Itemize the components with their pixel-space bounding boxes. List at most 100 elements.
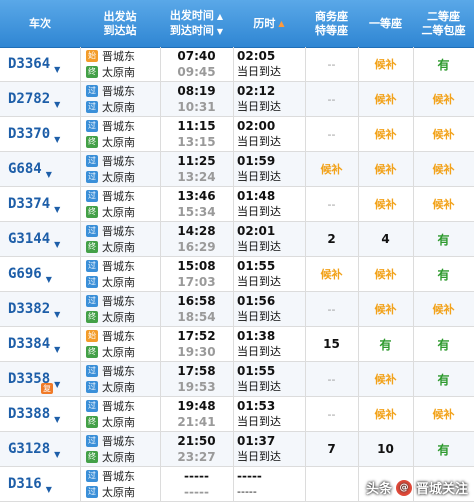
business-seat-status[interactable]: --	[327, 92, 336, 106]
second-class-status[interactable]: 有	[437, 232, 450, 247]
second-class-cell[interactable]: 候补	[413, 397, 474, 431]
train-code-cell[interactable]: D3370 ▼	[0, 117, 80, 151]
business-seat-status[interactable]: 候补	[320, 163, 343, 176]
business-seat-cell[interactable]: --	[305, 292, 358, 326]
table-row[interactable]: D2782 ▼ 过晋城东 过太原南 08:19 10:31 02:12 当日到达…	[0, 82, 474, 117]
first-class-cell[interactable]: 有	[358, 327, 413, 361]
chevron-down-icon[interactable]: ▼	[45, 169, 52, 179]
header-train[interactable]: 车次	[29, 16, 51, 30]
second-class-status[interactable]: 候补	[432, 93, 455, 106]
business-seat-status[interactable]: 7	[327, 442, 336, 456]
first-class-status[interactable]: 有	[379, 337, 392, 352]
second-class-cell[interactable]: 有	[413, 257, 474, 291]
table-row[interactable]: D3388 ▼ 过晋城东 终太原南 19:48 21:41 01:53 当日到达…	[0, 397, 474, 432]
table-row[interactable]: D3374 ▼ 过晋城东 终太原南 13:46 15:34 01:48 当日到达…	[0, 187, 474, 222]
second-class-status[interactable]: 候补	[432, 303, 455, 316]
first-class-status[interactable]: 候补	[374, 408, 397, 421]
second-class-status[interactable]: 候补	[432, 198, 455, 211]
business-seat-cell[interactable]: --	[305, 362, 358, 396]
second-class-status[interactable]: 有	[437, 267, 450, 282]
chevron-down-icon[interactable]: ▼	[54, 204, 61, 214]
train-code[interactable]: D2782	[8, 91, 51, 107]
chevron-down-icon[interactable]: ▼	[54, 414, 61, 424]
train-code-cell[interactable]: D3382 ▼	[0, 292, 80, 326]
train-code[interactable]: D316	[8, 476, 42, 492]
train-code-cell[interactable]: D3374 ▼	[0, 187, 80, 221]
train-code-cell[interactable]: D3364 ▼	[0, 47, 80, 81]
business-seat-status[interactable]: --	[327, 302, 336, 316]
train-code-cell[interactable]: G3128 ▼	[0, 432, 80, 466]
train-code[interactable]: D3388	[8, 406, 51, 422]
first-class-status[interactable]: 候补	[374, 128, 397, 141]
chevron-down-icon[interactable]: ▼	[54, 134, 61, 144]
chevron-down-icon[interactable]: ▼	[54, 64, 61, 74]
first-class-status[interactable]: 候补	[374, 163, 397, 176]
chevron-down-icon[interactable]: ▼	[54, 309, 61, 319]
table-row[interactable]: D3358 ▼ 复 过晋城东 过太原南 17:58 19:53 01:55 当日…	[0, 362, 474, 397]
business-seat-cell[interactable]: --	[305, 187, 358, 221]
first-class-status[interactable]: 4	[381, 232, 390, 246]
chevron-down-icon[interactable]: ▼	[54, 344, 61, 354]
second-class-cell[interactable]: 候补	[413, 152, 474, 186]
first-class-cell[interactable]: 候补	[358, 47, 413, 81]
table-row[interactable]: G3144 ▼ 过晋城东 终太原南 14:28 16:29 02:01 当日到达…	[0, 222, 474, 257]
business-seat-cell[interactable]: 候补	[305, 152, 358, 186]
second-class-cell[interactable]: 有	[413, 222, 474, 256]
first-class-cell[interactable]: 候补	[358, 362, 413, 396]
second-class-cell[interactable]: 有	[413, 327, 474, 361]
first-class-status[interactable]: 候补	[374, 93, 397, 106]
first-class-status[interactable]: 候补	[374, 198, 397, 211]
second-class-cell[interactable]: 有	[413, 362, 474, 396]
chevron-down-icon[interactable]: ▼	[54, 449, 61, 459]
train-code[interactable]: D3384	[8, 336, 51, 352]
chevron-down-icon[interactable]: ▼	[54, 99, 61, 109]
table-row[interactable]: D3370 ▼ 过晋城东 终太原南 11:15 13:15 02:00 当日到达…	[0, 117, 474, 152]
train-code[interactable]: D3382	[8, 301, 51, 317]
train-code[interactable]: D3374	[8, 196, 51, 212]
table-row[interactable]: D3382 ▼ 过晋城东 终太原南 16:58 18:54 01:56 当日到达…	[0, 292, 474, 327]
chevron-down-icon[interactable]: ▼	[54, 379, 61, 389]
train-code-cell[interactable]: D3388 ▼	[0, 397, 80, 431]
sort-down-icon[interactable]: ▼	[216, 26, 224, 36]
business-seat-cell[interactable]: 15	[305, 327, 358, 361]
chevron-down-icon[interactable]: ▼	[45, 274, 52, 284]
first-class-status[interactable]: 候补	[374, 303, 397, 316]
table-row[interactable]: G3128 ▼ 过晋城东 终太原南 21:50 23:27 01:37 当日到达…	[0, 432, 474, 467]
second-class-status[interactable]: 候补	[432, 128, 455, 141]
business-seat-cell[interactable]: --	[305, 397, 358, 431]
second-class-status[interactable]: 有	[437, 372, 450, 387]
sort-up-icon[interactable]: ▲	[216, 11, 224, 21]
first-class-cell[interactable]: 10	[358, 432, 413, 466]
first-class-cell[interactable]: 候补	[358, 257, 413, 291]
train-code-cell[interactable]: D2782 ▼	[0, 82, 80, 116]
second-class-status[interactable]: 有	[437, 57, 450, 72]
first-class-status[interactable]: 10	[377, 442, 394, 456]
train-code[interactable]: D3358	[8, 371, 51, 387]
business-seat-cell[interactable]: --	[305, 117, 358, 151]
second-class-status[interactable]: 候补	[432, 408, 455, 421]
business-seat-status[interactable]: 候补	[320, 268, 343, 281]
business-seat-cell[interactable]: 候补	[305, 257, 358, 291]
first-class-cell[interactable]: 候补	[358, 82, 413, 116]
first-class-cell[interactable]: 候补	[358, 187, 413, 221]
table-row[interactable]: D3384 ▼ 始晋城东 终太原南 17:52 19:30 01:38 当日到达…	[0, 327, 474, 362]
first-class-status[interactable]: 候补	[374, 373, 397, 386]
second-class-status[interactable]: 有	[437, 442, 450, 457]
business-seat-status[interactable]: --	[327, 372, 336, 386]
second-class-cell[interactable]: 有	[413, 47, 474, 81]
train-code-cell[interactable]: G684 ▼	[0, 152, 80, 186]
sort-asc-icon[interactable]: ▲	[278, 18, 285, 28]
business-seat-status[interactable]: --	[327, 197, 336, 211]
train-code[interactable]: D3364	[8, 56, 51, 72]
train-code-cell[interactable]: D3358 ▼ 复	[0, 362, 80, 396]
business-seat-cell[interactable]: --	[305, 82, 358, 116]
business-seat-cell[interactable]: --	[305, 47, 358, 81]
second-class-cell[interactable]: 候补	[413, 187, 474, 221]
header-duration[interactable]: 历时 ▲	[253, 16, 285, 30]
chevron-down-icon[interactable]: ▼	[54, 239, 61, 249]
table-row[interactable]: G696 ▼ 过晋城东 过太原南 15:08 17:03 01:55 当日到达 …	[0, 257, 474, 292]
business-seat-status[interactable]: --	[327, 407, 336, 421]
business-seat-status[interactable]: --	[327, 127, 336, 141]
table-row[interactable]: D3364 ▼ 始晋城东 终太原南 07:40 09:45 02:05 当日到达…	[0, 47, 474, 82]
first-class-cell[interactable]: 候补	[358, 152, 413, 186]
